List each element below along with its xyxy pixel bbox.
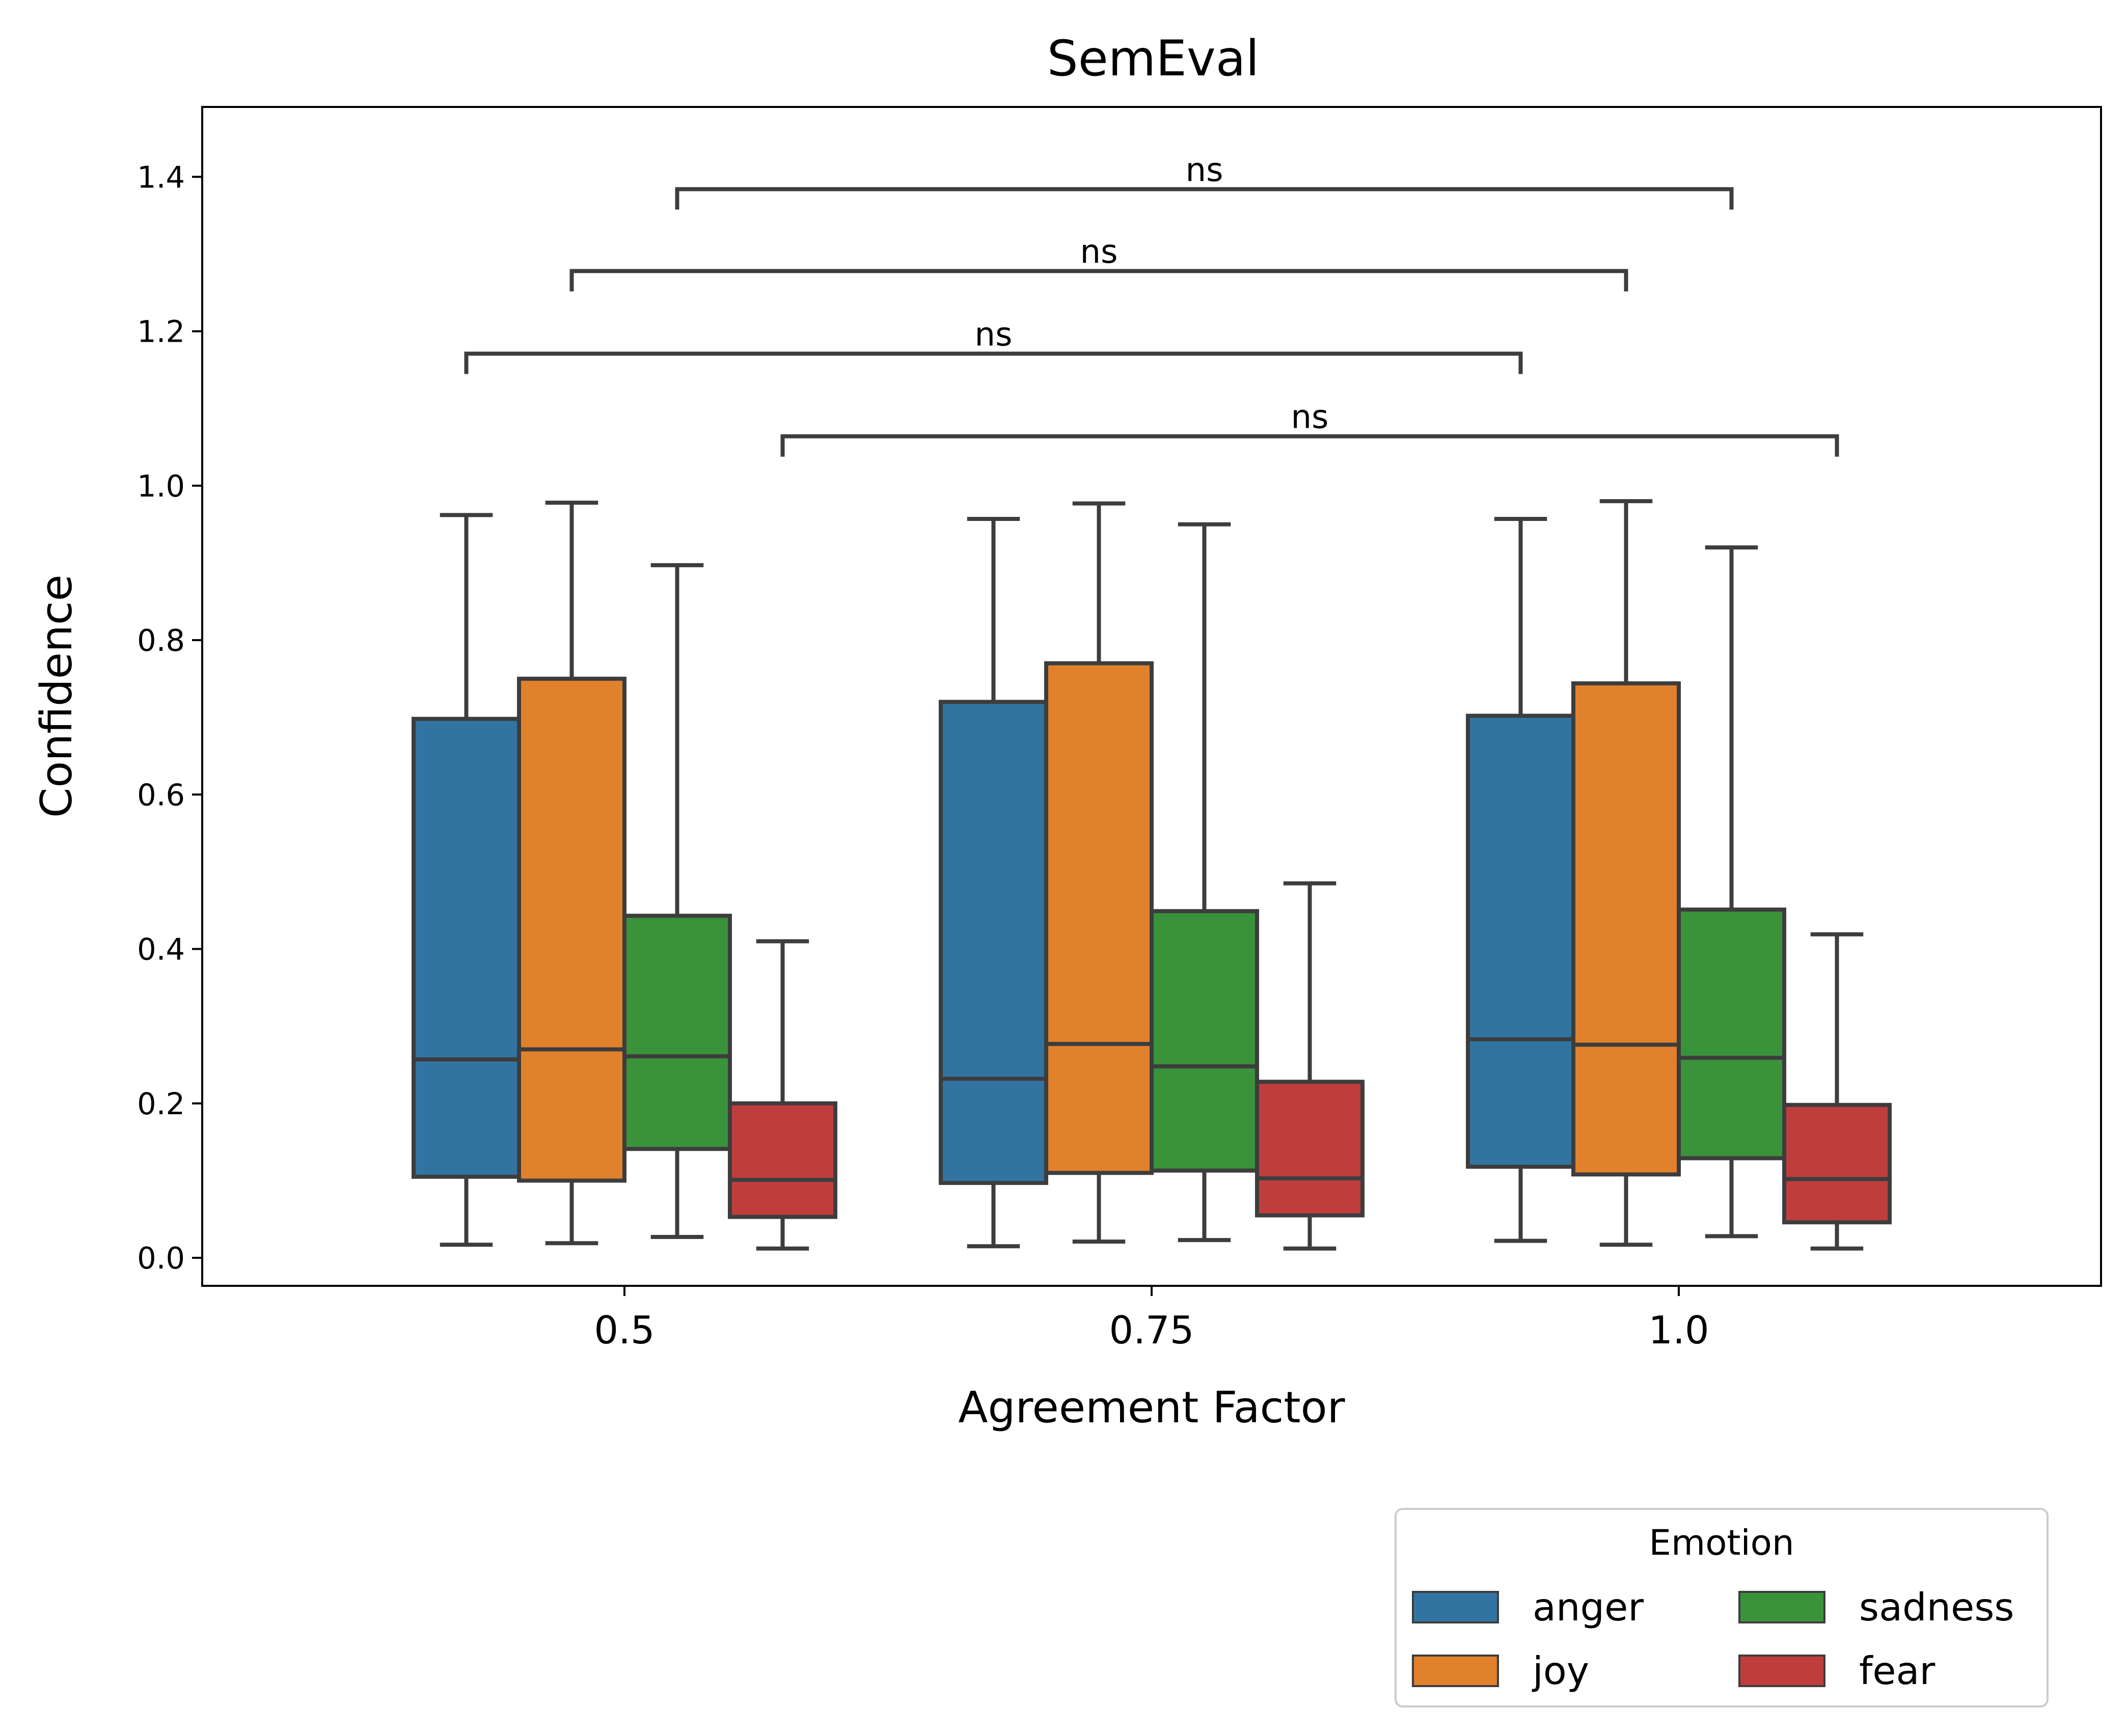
iqr-box bbox=[1571, 681, 1681, 1177]
box-sadness-0.5 bbox=[622, 563, 732, 1239]
significance-label: ns bbox=[1186, 152, 1223, 189]
box-anger-1.0 bbox=[1466, 516, 1575, 1243]
box-anger-0.5 bbox=[412, 513, 521, 1247]
box-joy-1.0 bbox=[1571, 499, 1681, 1247]
legend-frame bbox=[1395, 1508, 2049, 1707]
y-tick-label: 1.4 bbox=[137, 159, 185, 195]
legend-label: sadness bbox=[1859, 1585, 2014, 1630]
legend-swatch bbox=[1738, 1591, 1825, 1623]
y-tick-label: 0.2 bbox=[137, 1086, 185, 1121]
legend-items: anger joy sadness fear bbox=[1412, 1585, 2014, 1693]
significance-bracket: ns bbox=[464, 316, 1523, 374]
legend-label: fear bbox=[1859, 1648, 1935, 1693]
iqr-box bbox=[622, 914, 732, 1151]
y-tick-label: 0.4 bbox=[137, 932, 185, 967]
iqr-box bbox=[939, 700, 1048, 1185]
significance-bracket: ns bbox=[569, 233, 1628, 292]
bracket-line bbox=[675, 187, 1734, 210]
y-axis: 0.0 0.2 0.4 0.6 0.8 1.0 1.2 1.4 bbox=[137, 159, 202, 1276]
box-fear-0.75 bbox=[1255, 881, 1365, 1251]
y-tick-label: 0.0 bbox=[137, 1241, 185, 1276]
iqr-box bbox=[412, 717, 521, 1179]
significance-annotations: ns ns ns ns bbox=[464, 152, 1839, 457]
iqr-box bbox=[1150, 909, 1259, 1173]
iqr-box bbox=[1677, 907, 1786, 1161]
box-joy-0.75 bbox=[1044, 501, 1154, 1244]
iqr-box bbox=[728, 1101, 837, 1219]
legend-swatch bbox=[1412, 1655, 1499, 1687]
y-tick-label: 0.6 bbox=[137, 777, 185, 812]
y-tick-label: 1.2 bbox=[137, 314, 185, 349]
y-tick-label: 0.8 bbox=[137, 623, 185, 658]
y-axis-label: Confidence bbox=[32, 574, 82, 818]
significance-bracket: ns bbox=[780, 399, 1839, 457]
chart-title: SemEval bbox=[1047, 30, 1259, 87]
legend-title: Emotion bbox=[1649, 1523, 1794, 1563]
legend-swatch bbox=[1412, 1591, 1499, 1623]
bracket-line bbox=[569, 269, 1628, 292]
x-axis: 0.5 0.75 1.0 bbox=[594, 1286, 1709, 1353]
legend: Emotion anger joy sadness fear bbox=[1395, 1508, 2049, 1707]
x-tick-label: 0.5 bbox=[594, 1308, 655, 1353]
legend-item-anger: anger bbox=[1412, 1585, 1644, 1630]
x-tick-label: 0.75 bbox=[1109, 1308, 1194, 1353]
box-sadness-0.75 bbox=[1150, 522, 1259, 1243]
y-tick-label: 1.0 bbox=[137, 469, 185, 504]
box-anger-0.75 bbox=[939, 516, 1048, 1249]
box-joy-0.5 bbox=[517, 501, 626, 1246]
bracket-line bbox=[780, 434, 1839, 457]
x-tick-label: 1.0 bbox=[1648, 1308, 1709, 1353]
x-axis-label: Agreement Factor bbox=[958, 1383, 1345, 1433]
boxes-layer bbox=[412, 499, 1892, 1251]
significance-label: ns bbox=[1080, 233, 1118, 271]
legend-label: joy bbox=[1532, 1648, 1589, 1693]
significance-bracket: ns bbox=[675, 152, 1734, 210]
iqr-box bbox=[1466, 713, 1575, 1169]
legend-item-fear: fear bbox=[1738, 1648, 1935, 1693]
iqr-box bbox=[1782, 1103, 1892, 1225]
box-fear-0.5 bbox=[728, 939, 837, 1251]
iqr-box bbox=[1255, 1080, 1365, 1218]
iqr-box bbox=[517, 676, 626, 1183]
box-sadness-1.0 bbox=[1677, 545, 1786, 1238]
box-fear-1.0 bbox=[1782, 932, 1892, 1251]
legend-label: anger bbox=[1533, 1585, 1644, 1630]
legend-item-sadness: sadness bbox=[1738, 1585, 2014, 1630]
legend-swatch bbox=[1738, 1655, 1825, 1687]
bracket-line bbox=[464, 351, 1523, 374]
significance-label: ns bbox=[975, 316, 1013, 353]
significance-label: ns bbox=[1291, 399, 1329, 436]
legend-item-joy: joy bbox=[1412, 1648, 1589, 1693]
iqr-box bbox=[1044, 661, 1154, 1175]
